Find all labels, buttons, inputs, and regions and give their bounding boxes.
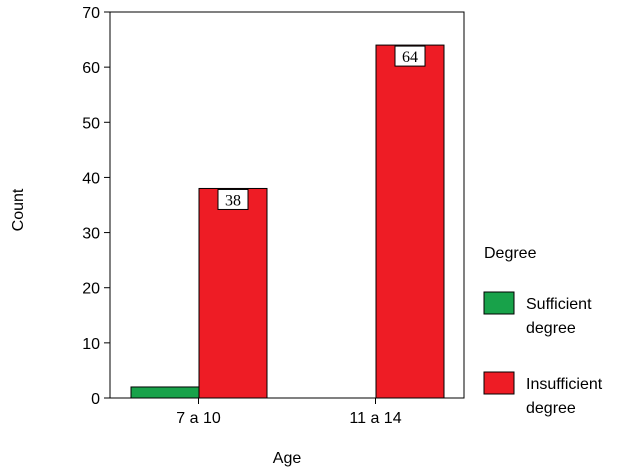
legend-swatch-0 bbox=[483, 291, 515, 315]
y-tick-label-60: 60 bbox=[82, 60, 100, 77]
legend-label-1-1: degree bbox=[526, 400, 576, 417]
plot-area bbox=[109, 11, 465, 399]
y-tick-label-70: 70 bbox=[82, 5, 100, 22]
y-tick-label-50: 50 bbox=[82, 115, 100, 132]
y-tick-label-10: 10 bbox=[82, 336, 100, 353]
bar-insufficient-degree-0 bbox=[198, 187, 268, 399]
y-axis-title: Count bbox=[10, 188, 27, 231]
y-tick-label-20: 20 bbox=[82, 281, 100, 298]
legend-label-0-0: Sufficient bbox=[526, 296, 592, 313]
bar-sufficient-degree-0 bbox=[130, 386, 200, 399]
x-tick-label-0: 7 a 10 bbox=[176, 410, 221, 427]
data-label-0: 38 bbox=[225, 192, 241, 209]
data-labels: 38 64 bbox=[217, 45, 426, 210]
y-tick-label-30: 30 bbox=[82, 226, 100, 243]
x-axis: 7 a 10 11 a 14 bbox=[176, 398, 402, 427]
plot-frame bbox=[109, 11, 465, 399]
legend-label-1-0: Insufficient bbox=[526, 376, 603, 393]
legend-title: Degree bbox=[484, 245, 537, 262]
bar-insufficient-degree-1 bbox=[375, 44, 445, 399]
y-tick-label-0: 0 bbox=[91, 391, 100, 408]
legend-swatch-1 bbox=[483, 371, 515, 395]
legend: Degree Sufficient degree Insufficient degre… bbox=[483, 245, 603, 417]
y-axis: 0 10 20 30 40 50 60 70 bbox=[82, 5, 110, 408]
data-label-1: 64 bbox=[402, 49, 418, 66]
x-axis-title: Age bbox=[273, 450, 302, 467]
x-tick-label-1: 11 a 14 bbox=[349, 410, 401, 427]
legend-label-0-1: degree bbox=[526, 320, 576, 337]
y-tick-label-40: 40 bbox=[82, 170, 100, 187]
data-label-box-1 bbox=[394, 45, 426, 67]
data-label-box-0 bbox=[217, 188, 249, 210]
bars bbox=[130, 44, 445, 399]
